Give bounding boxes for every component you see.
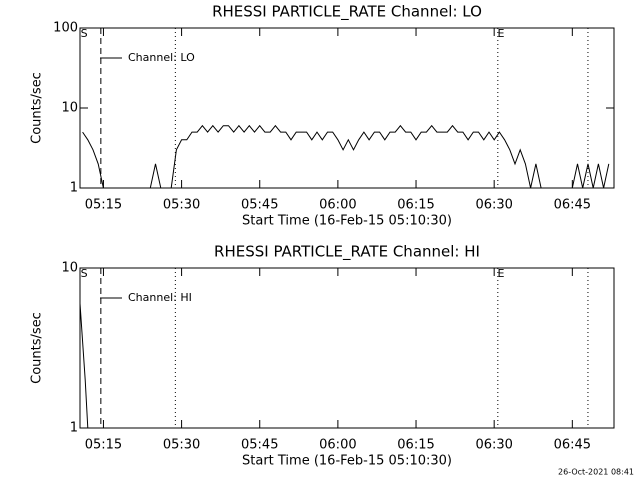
y-tick-label: 100 bbox=[53, 21, 78, 36]
chart-title: RHESSI PARTICLE_RATE Channel: HI bbox=[214, 243, 480, 262]
legend-label: Channel: HI bbox=[128, 291, 192, 304]
x-tick-label: 06:45 bbox=[554, 198, 591, 213]
x-tick-label: 06:30 bbox=[475, 438, 512, 453]
x-tick-label: 06:45 bbox=[554, 438, 591, 453]
data-line bbox=[79, 303, 89, 429]
marker-label: S bbox=[81, 27, 88, 40]
legend-label: Channel: LO bbox=[128, 51, 195, 64]
marker-label: S bbox=[81, 267, 88, 280]
y-tick-label: 10 bbox=[61, 261, 78, 276]
marker-label: E bbox=[497, 267, 504, 280]
x-tick-label: 05:15 bbox=[85, 198, 122, 213]
y-axis-label: Counts/sec bbox=[30, 312, 45, 384]
y-tick-label: 1 bbox=[70, 421, 78, 436]
data-line bbox=[82, 124, 610, 189]
marker-label: E bbox=[497, 27, 504, 40]
x-tick-label: 06:15 bbox=[397, 438, 434, 453]
y-tick-label: 1 bbox=[70, 181, 78, 196]
plot-frame bbox=[79, 267, 615, 429]
y-tick-label: 10 bbox=[61, 101, 78, 116]
x-tick-label: 06:00 bbox=[319, 438, 356, 453]
timestamp: 26-Oct-2021 08:41 bbox=[558, 468, 634, 477]
x-axis-label: Start Time (16-Feb-15 05:10:30) bbox=[242, 214, 452, 229]
x-tick-label: 05:30 bbox=[163, 198, 200, 213]
x-tick-label: 05:45 bbox=[241, 438, 278, 453]
x-tick-label: 06:30 bbox=[475, 198, 512, 213]
y-axis-label: Counts/sec bbox=[30, 72, 45, 144]
x-tick-label: 06:15 bbox=[397, 198, 434, 213]
chart-title: RHESSI PARTICLE_RATE Channel: LO bbox=[212, 3, 482, 22]
x-tick-label: 06:00 bbox=[319, 198, 356, 213]
x-tick-label: 05:45 bbox=[241, 198, 278, 213]
x-tick-label: 05:30 bbox=[163, 438, 200, 453]
x-axis-label: Start Time (16-Feb-15 05:10:30) bbox=[242, 454, 452, 469]
x-tick-label: 05:15 bbox=[85, 438, 122, 453]
